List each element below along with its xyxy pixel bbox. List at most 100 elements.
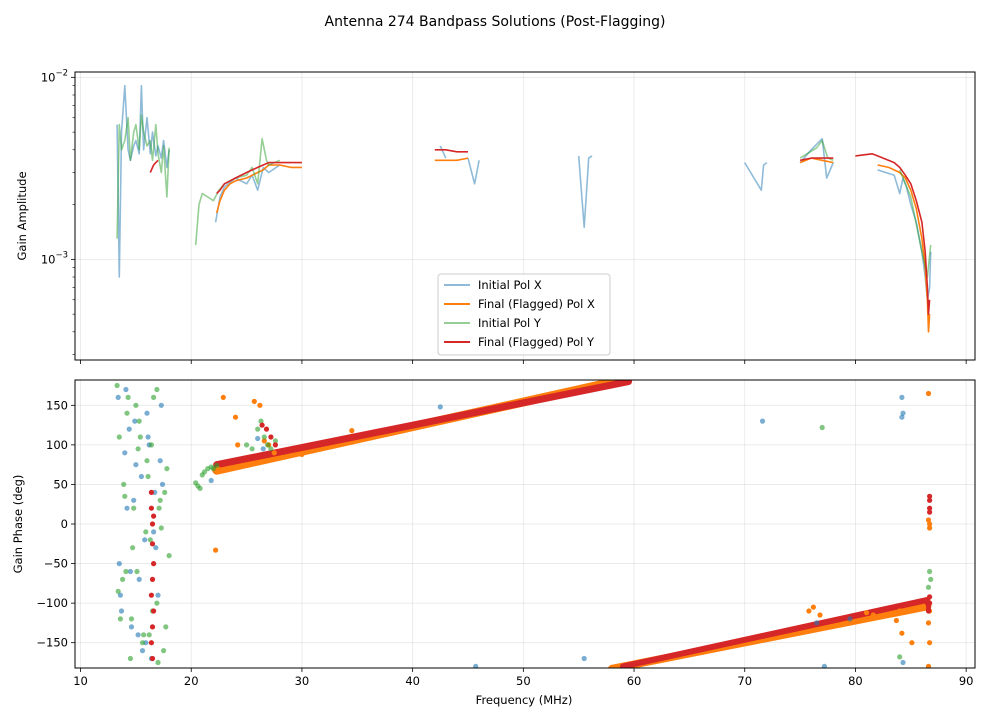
phase-point-initial-pol-y bbox=[135, 446, 141, 452]
phase-point-final-flagged-pol-x bbox=[863, 610, 870, 616]
phase-point-final-flagged-pol-x bbox=[261, 438, 267, 444]
phase-point-initial-pol-x bbox=[124, 505, 130, 511]
x-tick-label: 50 bbox=[516, 674, 531, 688]
phase-point-final-flagged-pol-x bbox=[232, 414, 239, 420]
phase-point-initial-pol-y bbox=[136, 418, 142, 424]
phase-point-final-flagged-pol-y bbox=[151, 608, 157, 614]
phase-point-initial-pol-y bbox=[130, 545, 136, 551]
phase-point-final-flagged-pol-y bbox=[148, 640, 154, 646]
legend-box bbox=[437, 273, 611, 356]
phase-y-tick-label: −50 bbox=[44, 557, 68, 571]
phase-point-initial-pol-y bbox=[115, 588, 121, 594]
phase-point-initial-pol-x bbox=[145, 434, 151, 440]
phase-point-initial-pol-x bbox=[126, 426, 132, 432]
phase-point-initial-pol-y bbox=[166, 553, 172, 559]
phase-point-initial-pol-y bbox=[128, 616, 135, 622]
phase-point-initial-pol-y bbox=[164, 466, 170, 472]
phase-point-final-flagged-pol-y bbox=[263, 426, 270, 432]
phase-y-label: Gain Phase (deg) bbox=[11, 475, 25, 574]
phase-point-final-flagged-pol-x bbox=[870, 612, 876, 618]
phase-point-initial-pol-y bbox=[163, 624, 169, 630]
phase-point-initial-pol-y bbox=[144, 458, 150, 464]
phase-point-final-flagged-pol-y bbox=[927, 509, 933, 515]
phase-point-initial-pol-y bbox=[255, 426, 261, 432]
phase-point-initial-pol-x bbox=[122, 450, 128, 456]
phase-point-final-flagged-pol-x bbox=[257, 402, 263, 408]
x-tick-label: 80 bbox=[848, 674, 863, 688]
legend-label-final-pol-y: Final (Flagged) Pol Y bbox=[478, 335, 595, 349]
phase-y-tick-label: −150 bbox=[36, 636, 68, 650]
amplitude-y-ticks: 10−3 10−2 bbox=[41, 68, 75, 355]
phase-point-initial-pol-x bbox=[115, 394, 121, 400]
phase-point-final-flagged-pol-y bbox=[927, 600, 933, 606]
phase-point-final-flagged-pol-x bbox=[299, 451, 305, 457]
phase-point-initial-pol-x bbox=[128, 624, 135, 630]
phase-point-initial-pol-y bbox=[819, 424, 825, 431]
phase-point-final-flagged-pol-y bbox=[259, 422, 265, 428]
phase-point-final-flagged-pol-x bbox=[909, 640, 915, 646]
x-tick-label: 30 bbox=[295, 674, 310, 688]
phase-point-final-flagged-pol-y bbox=[148, 505, 154, 511]
amplitude-y-label: Gain Amplitude bbox=[15, 171, 29, 260]
phase-point-final-flagged-pol-x bbox=[897, 608, 903, 614]
phase-point-initial-pol-x bbox=[899, 414, 905, 420]
phase-point-initial-pol-y bbox=[145, 473, 151, 480]
phase-point-initial-pol-y bbox=[117, 616, 123, 622]
phase-point-final-flagged-pol-x bbox=[925, 663, 932, 668]
phase-point-initial-pol-y bbox=[121, 481, 127, 487]
phase-point-initial-pol-y bbox=[143, 529, 149, 535]
phase-point-initial-pol-x bbox=[139, 648, 146, 654]
phase-point-initial-pol-y bbox=[123, 568, 129, 575]
phase-point-final-flagged-pol-x bbox=[220, 394, 226, 400]
phase-point-final-flagged-pol-x bbox=[925, 620, 932, 626]
phase-point-initial-pol-x bbox=[153, 545, 159, 551]
phase-point-final-flagged-pol-y bbox=[149, 541, 156, 547]
phase-point-initial-pol-y bbox=[137, 434, 143, 440]
phase-point-initial-pol-y bbox=[154, 600, 160, 606]
amp-line-initial-pol-y bbox=[116, 114, 932, 278]
x-tick-label: 20 bbox=[184, 674, 199, 688]
phase-point-final-flagged-pol-y bbox=[148, 489, 154, 495]
phase-point-initial-pol-y bbox=[925, 584, 932, 590]
legend-label-initial-pol-y: Initial Pol Y bbox=[478, 316, 542, 330]
amp-line-initial-pol-x bbox=[116, 84, 932, 301]
phase-y-tick-label: −100 bbox=[36, 596, 68, 610]
phase-point-initial-pol-x bbox=[136, 576, 142, 583]
phase-point-initial-pol-x bbox=[255, 435, 261, 442]
amplitude-grid bbox=[75, 72, 975, 360]
phase-point-initial-pol-x bbox=[116, 561, 122, 567]
phase-point-final-flagged-pol-y bbox=[925, 608, 932, 614]
phase-y-tick-label: 50 bbox=[53, 477, 68, 491]
phase-point-initial-pol-y bbox=[201, 469, 208, 475]
phase-point-final-flagged-pol-y bbox=[272, 442, 278, 448]
phase-point-initial-pol-y bbox=[116, 434, 122, 440]
phase-trend-bands bbox=[212, 380, 932, 668]
phase-point-final-flagged-pol-x bbox=[251, 398, 257, 404]
amplitude-legend: Initial Pol X Final (Flagged) Pol X Init… bbox=[437, 273, 611, 356]
phase-scatter-points bbox=[114, 382, 934, 668]
amp-line-final-flagged-pol-x bbox=[215, 157, 931, 333]
phase-point-final-flagged-pol-y bbox=[149, 576, 156, 583]
phase-point-initial-pol-x bbox=[899, 394, 905, 400]
phase-point-initial-pol-y bbox=[151, 394, 157, 400]
phase-point-initial-pol-x bbox=[151, 529, 157, 535]
phase-point-initial-pol-y bbox=[197, 485, 203, 491]
x-axis-label: Frequency (MHz) bbox=[476, 693, 573, 707]
phase-point-initial-pol-y bbox=[928, 576, 934, 583]
phase-point-initial-pol-x bbox=[144, 410, 150, 416]
phase-y-tick-label: 150 bbox=[46, 398, 68, 412]
amp-y-tick-label: 10−3 bbox=[41, 250, 68, 266]
phase-point-final-flagged-pol-y bbox=[927, 493, 933, 499]
amplitude-axes-frame bbox=[74, 71, 976, 361]
amplitude-x-ticks bbox=[80, 360, 967, 364]
phase-point-final-flagged-pol-x bbox=[213, 547, 219, 553]
x-tick-label: 40 bbox=[405, 674, 420, 688]
phase-point-initial-pol-x bbox=[133, 462, 139, 468]
legend-label-final-pol-x: Final (Flagged) Pol X bbox=[478, 297, 595, 311]
phase-point-initial-pol-y bbox=[158, 525, 164, 531]
phase-point-final-flagged-pol-x bbox=[817, 612, 823, 618]
phase-point-final-flagged-pol-x bbox=[899, 630, 905, 636]
phase-point-initial-pol-y bbox=[148, 442, 154, 448]
